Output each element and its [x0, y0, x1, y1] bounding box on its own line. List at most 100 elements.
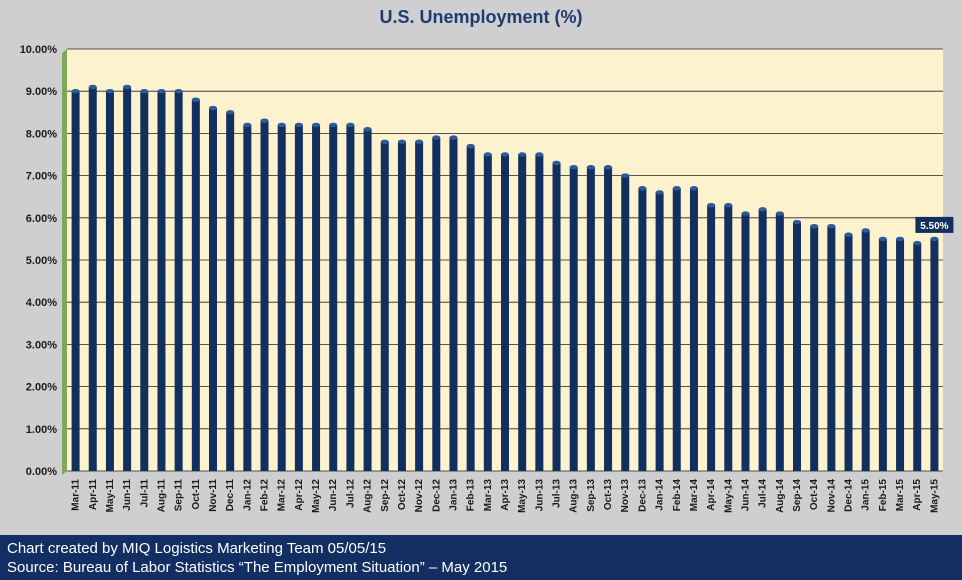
bar-cap [724, 202, 733, 208]
x-tick-label: Sep-14 [792, 479, 803, 512]
bar [930, 238, 939, 471]
bar-cap [810, 224, 819, 229]
x-tick-label: May-15 [929, 479, 940, 513]
bar [861, 230, 870, 471]
x-tick-label: Feb-13 [466, 479, 477, 512]
bar [775, 213, 784, 471]
bar-cap [518, 152, 527, 157]
bar-cap [844, 232, 853, 237]
bar [638, 188, 647, 471]
x-tick-label: May-14 [723, 479, 734, 513]
bar-cap [861, 228, 870, 233]
bar-cap [174, 89, 183, 94]
x-tick-label: Nov-13 [620, 479, 631, 513]
x-tick-label: Dec-12 [431, 479, 442, 512]
x-tick-label: Apr-14 [706, 479, 717, 511]
data-label: 5.50% [920, 221, 948, 232]
x-tick-label: Mar-13 [483, 479, 494, 512]
x-tick-label: Jul-12 [345, 479, 356, 508]
bar-cap [243, 122, 252, 128]
x-tick-label: Jun-13 [534, 479, 545, 512]
x-tick-label: Nov-11 [208, 479, 219, 512]
bar-cap [896, 236, 905, 242]
x-tick-label: Sep-11 [174, 479, 185, 512]
bar-cap [226, 110, 235, 115]
bar [449, 137, 458, 471]
bar-cap [638, 186, 647, 191]
bar [397, 141, 406, 471]
x-tick-label: Feb-15 [878, 479, 889, 512]
x-tick-label: Jan-14 [655, 479, 666, 511]
x-tick-label: Jul-13 [552, 479, 563, 508]
bar-cap [569, 164, 578, 170]
bar-cap [655, 190, 664, 195]
bar-cap [501, 152, 509, 157]
bar-cap [191, 97, 200, 102]
bar-cap [930, 236, 939, 242]
bar-cap [775, 211, 784, 216]
bar [88, 86, 97, 471]
bar [672, 188, 681, 471]
bar-cap [741, 211, 750, 216]
bar [346, 124, 355, 472]
x-tick-label: Oct-14 [809, 479, 820, 511]
bar-cap [157, 89, 166, 94]
bar-cap [672, 186, 681, 191]
bar-cap [380, 139, 389, 145]
bar-cap [483, 152, 492, 157]
x-tick-label: Oct-13 [603, 479, 614, 511]
x-tick-label: Apr-12 [294, 479, 305, 511]
bar [140, 91, 149, 471]
bar [896, 238, 905, 471]
bar [827, 226, 836, 471]
x-tick-label: Jan-15 [861, 479, 872, 511]
bar-chart: 0.00% 1.00% 2.00% 3.00% 4.00% 5.00% 6.00% 7.00%… [20, 44, 954, 513]
bar-cap [88, 84, 97, 90]
bar [655, 192, 664, 472]
bar [260, 120, 269, 472]
y-tick-label: 8.00% [26, 128, 57, 140]
bar-cap [707, 202, 716, 208]
x-tick-label: May-12 [311, 479, 322, 513]
bar [535, 154, 544, 471]
bar [209, 108, 217, 471]
x-tick-label: Dec-13 [637, 479, 648, 512]
x-tick-label: Aug-13 [569, 479, 580, 513]
x-tick-label: May-11 [105, 479, 116, 513]
bar [123, 86, 132, 471]
bar-cap [123, 84, 132, 90]
bar-cap [294, 122, 303, 128]
bar [689, 188, 698, 471]
bar-cap [604, 164, 613, 170]
bar-cap [913, 240, 922, 246]
x-tick-label: Mar-15 [895, 479, 906, 512]
bar [604, 167, 613, 471]
x-tick-label: Aug-14 [775, 479, 786, 513]
bar-cap [621, 173, 630, 178]
bar-cap [432, 135, 441, 140]
bar-cap [415, 139, 424, 145]
bar-cap [363, 126, 372, 132]
x-tick-label: Mar-12 [277, 479, 288, 512]
footer-source-text: Source: Bureau of Labor Statistics “The … [7, 559, 508, 576]
x-tick-label: Mar-14 [689, 479, 700, 512]
x-tick-label: Jan-12 [242, 479, 253, 511]
x-tick-label: Nov-12 [414, 479, 425, 513]
bar [844, 234, 853, 471]
bar-cap [329, 122, 338, 128]
y-tick-label: 4.00% [26, 297, 57, 309]
bar [518, 154, 527, 471]
bar [226, 112, 235, 472]
bar [707, 205, 716, 471]
bar [913, 243, 922, 471]
bar-cap [758, 207, 767, 212]
y-tick-label: 0.00% [26, 466, 57, 478]
x-tick-label: Jul-14 [758, 479, 769, 508]
bar [329, 124, 338, 472]
footer-source: Chart created by MIQ Logistics Marketing… [0, 535, 962, 580]
x-tick-label: Feb-12 [260, 479, 271, 512]
bar-cap [586, 164, 595, 170]
bar [432, 137, 441, 471]
y-tick-label: 5.00% [26, 255, 57, 267]
bar [758, 209, 767, 472]
